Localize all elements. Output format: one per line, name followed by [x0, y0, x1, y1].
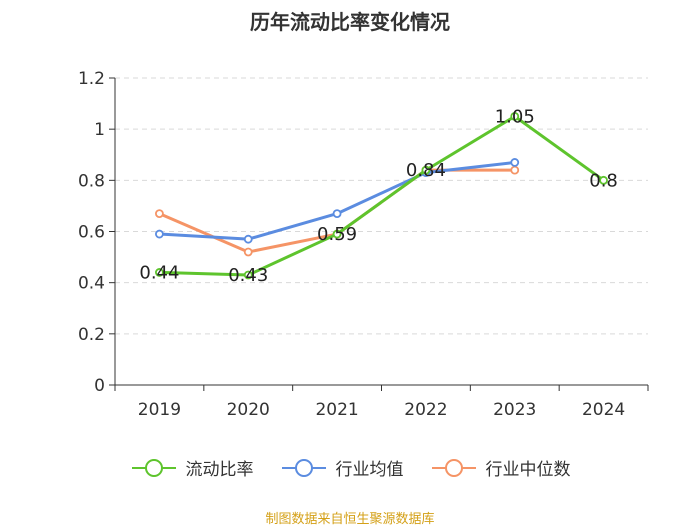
series-lines: [155, 111, 608, 280]
x-tick-label: 2024: [582, 400, 625, 420]
grid-lines: [115, 77, 648, 335]
data-point-0: [155, 268, 164, 277]
data-label: 0.44: [139, 262, 179, 283]
data-label: 0.43: [228, 265, 268, 286]
data-point-0: [599, 175, 608, 185]
data-point-1: [155, 229, 164, 239]
legend-swatch-industry-mean: [281, 458, 326, 477]
data-labels: 0.44 0.43 0.59 0.84 1.05 0.8: [139, 106, 618, 286]
source-note: 制图数据来自恒生聚源数据库: [265, 512, 435, 527]
data-point-2: [243, 247, 253, 257]
x-tick-label: 2023: [493, 400, 536, 420]
data-point-0: [421, 165, 431, 175]
axes: 0 0.2 0.4 0.6 0.8 1 1.2 2019 2020 2021 2022 2023 202…: [78, 69, 649, 420]
y-tick-label: 0.2: [78, 325, 105, 345]
x-tick-label: 2022: [404, 400, 447, 420]
y-tick-label: 0.8: [78, 171, 105, 191]
legend: 流动比率 行业均值 行业中位数: [0, 455, 700, 480]
data-label: 0.8: [589, 170, 618, 191]
data-point-2: [155, 209, 164, 218]
legend-swatch-current-ratio: [131, 458, 176, 477]
x-tick-label: 2019: [138, 400, 181, 420]
legend-item-current-ratio[interactable]: 流动比率: [130, 455, 254, 480]
legend-label-industry-median: 行业中位数: [485, 460, 571, 480]
y-tick-label: 1.2: [78, 69, 105, 89]
legend-item-industry-mean[interactable]: 行业均值: [280, 455, 404, 480]
data-point-0: [332, 229, 342, 239]
data-label: 0.84: [406, 160, 446, 181]
data-point-1: [510, 158, 520, 167]
x-tick-label: 2020: [227, 400, 270, 420]
y-tick-label: 1: [94, 120, 105, 140]
chart-title: 历年流动比率变化情况: [250, 10, 450, 34]
y-tick-label: 0: [94, 376, 105, 396]
legend-label-current-ratio: 流动比率: [185, 460, 254, 480]
data-point-1: [332, 209, 342, 218]
y-tick-label: 0.4: [78, 274, 105, 294]
series-line-0: [159, 114, 605, 277]
legend-label-industry-mean: 行业均值: [335, 460, 404, 480]
legend-swatch-industry-median: [431, 458, 476, 477]
data-point-0: [510, 111, 520, 121]
data-point-0: [243, 270, 253, 280]
x-tick-label: 2021: [315, 400, 358, 420]
y-tick-label: 0.6: [78, 223, 105, 243]
data-label: 0.59: [317, 224, 357, 245]
data-label: 1.05: [495, 106, 535, 127]
data-point-1: [243, 234, 253, 244]
legend-item-industry-median[interactable]: 行业中位数: [430, 455, 571, 480]
data-point-2: [510, 165, 520, 175]
